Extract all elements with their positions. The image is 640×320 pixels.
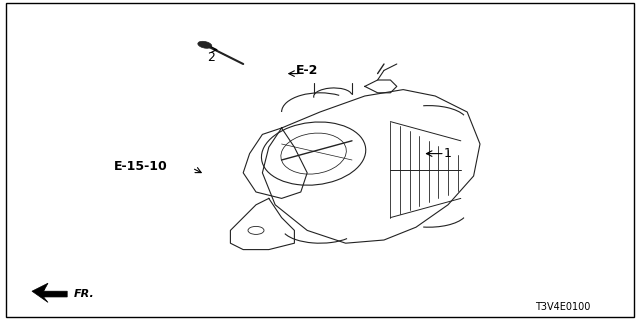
Text: E-2: E-2 xyxy=(296,64,318,77)
Text: E-15-10: E-15-10 xyxy=(114,160,168,173)
Polygon shape xyxy=(32,283,67,302)
Text: 1: 1 xyxy=(444,147,452,160)
Ellipse shape xyxy=(198,41,212,48)
Text: T3V4E0100: T3V4E0100 xyxy=(536,302,591,312)
Text: 2: 2 xyxy=(207,51,215,64)
FancyArrowPatch shape xyxy=(37,290,58,296)
Text: FR.: FR. xyxy=(74,289,94,299)
